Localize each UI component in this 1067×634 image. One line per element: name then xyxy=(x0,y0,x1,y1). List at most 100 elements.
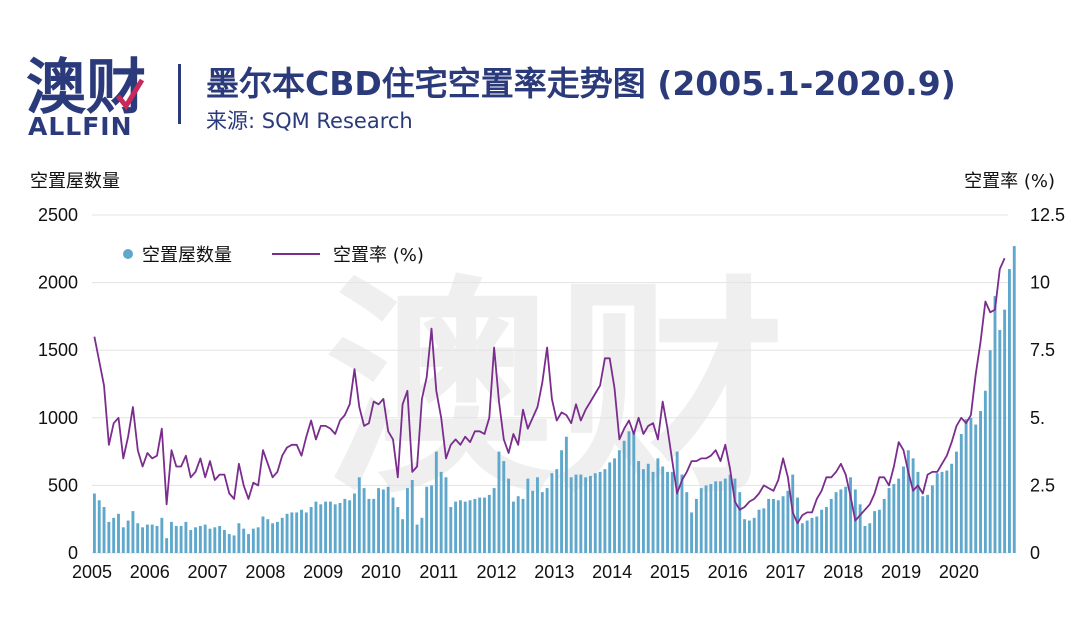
bar xyxy=(589,475,592,553)
bar xyxy=(661,466,665,553)
y2-tick-label: 12.5 xyxy=(1030,205,1065,225)
bar xyxy=(319,504,323,553)
bar xyxy=(955,451,958,553)
bar xyxy=(377,488,380,553)
bar xyxy=(916,471,920,553)
chart-source: 来源: SQM Research xyxy=(206,109,413,133)
bar xyxy=(531,490,535,553)
bar xyxy=(381,489,385,553)
bar xyxy=(897,478,901,553)
bar xyxy=(926,494,930,553)
bar xyxy=(145,524,149,553)
bar xyxy=(979,411,982,553)
bar xyxy=(632,431,636,553)
logo-chinese: 澳财 xyxy=(26,53,146,123)
bar xyxy=(641,469,645,553)
logo-english: ALLFIN xyxy=(28,112,133,141)
x-tick-label: 2011 xyxy=(419,562,458,582)
bar xyxy=(921,496,925,553)
bar xyxy=(328,501,332,553)
bar xyxy=(988,350,992,553)
bar xyxy=(950,463,954,553)
bar xyxy=(242,528,246,553)
bar xyxy=(478,497,482,553)
bar xyxy=(174,525,178,553)
bar xyxy=(733,478,737,553)
bar xyxy=(526,478,530,553)
x-tick-label: 2017 xyxy=(765,562,805,582)
bar xyxy=(670,471,674,553)
legend-bar-marker xyxy=(123,249,133,259)
bar xyxy=(584,477,588,553)
bar xyxy=(545,488,549,553)
bar xyxy=(540,492,544,553)
bar xyxy=(468,500,472,553)
bar xyxy=(391,497,395,553)
bar xyxy=(348,500,352,553)
bar xyxy=(170,521,173,553)
bar xyxy=(839,489,843,553)
bar xyxy=(304,512,308,553)
bar xyxy=(357,477,361,553)
bar xyxy=(704,485,708,553)
bar xyxy=(569,477,573,553)
y2-tick-label: 7.5 xyxy=(1030,340,1055,360)
y-tick-label: 0 xyxy=(68,543,78,563)
bar xyxy=(218,525,222,553)
bar xyxy=(844,486,848,553)
bar xyxy=(824,507,828,553)
x-axis-ticks: 2005 2006 2007 2008 2009 2010 2011 2012 2013 2014… xyxy=(72,562,979,582)
bar xyxy=(227,534,231,553)
bar xyxy=(160,517,164,553)
bar xyxy=(637,461,641,553)
x-tick-label: 2014 xyxy=(592,562,632,582)
watermark: 澳财 xyxy=(325,258,785,525)
bar xyxy=(112,517,116,553)
bar xyxy=(208,528,212,553)
bar xyxy=(882,498,886,553)
bar xyxy=(126,520,130,553)
bar xyxy=(285,513,289,553)
bar xyxy=(815,516,819,553)
bar xyxy=(386,486,390,553)
bar xyxy=(439,471,443,553)
bar xyxy=(820,509,824,553)
bar xyxy=(723,478,727,553)
x-tick-label: 2012 xyxy=(477,562,517,582)
bar xyxy=(121,527,125,553)
bar xyxy=(560,450,564,553)
bar xyxy=(444,477,448,553)
bar xyxy=(680,474,684,553)
bar xyxy=(772,498,775,553)
bar xyxy=(271,523,275,553)
bar xyxy=(800,523,804,553)
bar xyxy=(275,521,279,553)
y2-tick-label: 5. xyxy=(1030,408,1045,428)
bar xyxy=(256,527,260,553)
x-tick-label: 2018 xyxy=(823,562,863,582)
bar xyxy=(646,463,650,553)
x-tick-label: 2013 xyxy=(534,562,574,582)
x-tick-label: 2016 xyxy=(708,562,748,582)
y-axis-left-title: 空置屋数量 xyxy=(30,171,120,192)
bar xyxy=(338,502,342,553)
x-tick-label: 2019 xyxy=(881,562,921,582)
bar xyxy=(622,440,626,553)
bar xyxy=(194,527,197,553)
bar xyxy=(107,521,111,553)
bar xyxy=(353,493,356,553)
gridlines xyxy=(92,214,1008,554)
brand-logo: 澳财 ALLFIN xyxy=(26,53,146,141)
bar xyxy=(362,488,366,553)
bar xyxy=(699,488,703,553)
bar xyxy=(709,484,713,553)
bar xyxy=(343,498,347,553)
bar xyxy=(266,519,270,553)
bar xyxy=(675,451,679,553)
bar xyxy=(805,520,809,553)
x-tick-label: 2010 xyxy=(361,562,401,582)
bar xyxy=(617,450,621,553)
bar xyxy=(141,527,145,553)
bar xyxy=(858,504,862,553)
bar xyxy=(998,329,1002,553)
